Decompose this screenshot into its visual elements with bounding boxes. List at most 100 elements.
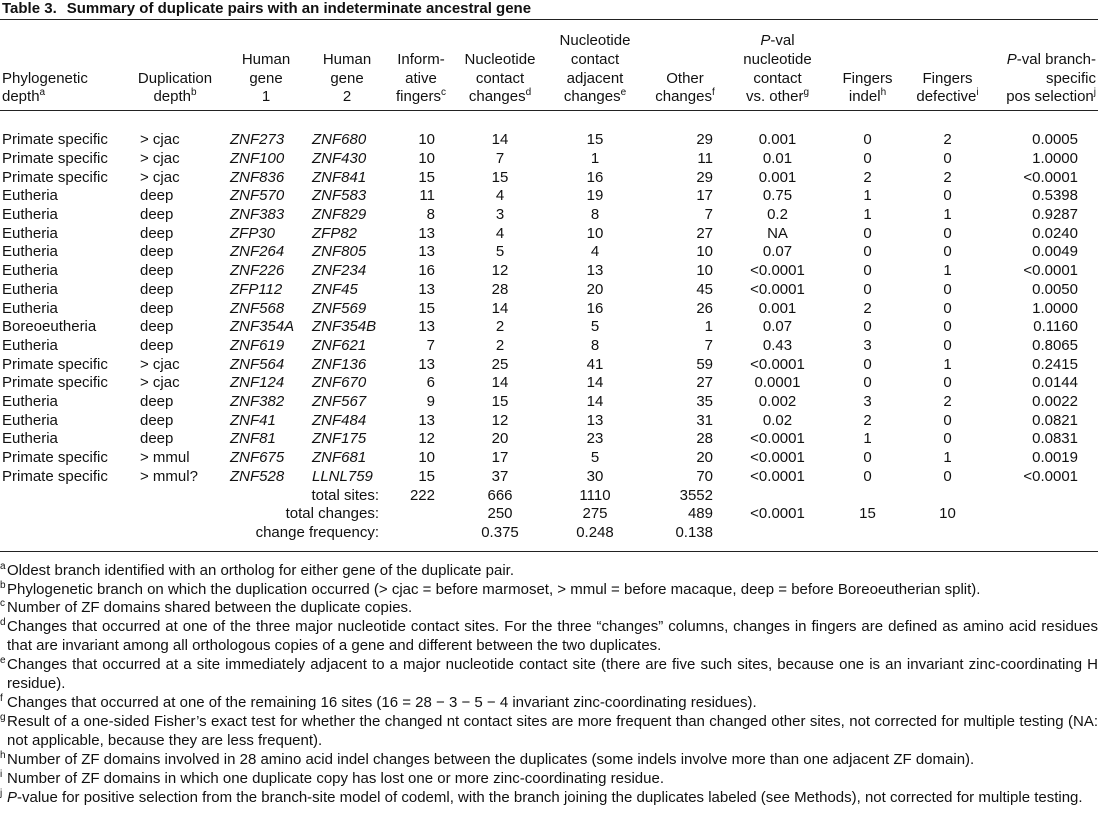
table-cell: 13 <box>586 411 604 429</box>
table-cell: 45 <box>696 280 713 298</box>
table-cell: 15 <box>491 168 509 186</box>
header-line: pos selectionj <box>990 88 1096 107</box>
table-row: Eutheria deep ZNF570 ZNF583 11 4 19 17 0.75 1 0 0.5… <box>0 187 1098 206</box>
table-cell: LLNL759 <box>312 467 373 485</box>
footnotes: a Oldest branch identified with an orthol… <box>0 552 1098 808</box>
header-line: specific <box>990 70 1096 89</box>
summary-cell <box>990 505 1098 524</box>
summary-cell: 10 <box>939 505 956 523</box>
table-cell: 0.0019 <box>1032 449 1078 467</box>
table-cell: <0.0001 <box>750 280 805 298</box>
title-text: Summary of duplicate pairs with an indet… <box>66 0 532 17</box>
header-text: ative <box>405 69 437 87</box>
summary-cell <box>990 487 1098 506</box>
table-cell: ZNF570 <box>230 187 285 205</box>
table-cell: 0 <box>943 187 952 205</box>
table-cell: 7 <box>495 149 505 167</box>
table-cell: ZNF124 <box>230 374 285 392</box>
table-cell: 0 <box>943 318 952 336</box>
table-cell: ZNF841 <box>312 168 367 186</box>
table-cell: 8 <box>590 336 600 354</box>
table-cell: 10 <box>696 243 713 261</box>
header-line: Nucleotide <box>545 32 645 51</box>
table-cell: 29 <box>696 168 713 186</box>
header-line: changese <box>545 88 645 107</box>
table-cell: 3 <box>863 393 872 411</box>
table-cell: ZNF569 <box>312 299 367 317</box>
table-row: Primate specific > cjac ZNF273 ZNF680 10 14 15… <box>0 111 1098 150</box>
column-header: Inform-ative fingersc <box>387 20 455 112</box>
table-cell: 0.43 <box>762 336 793 354</box>
header-text: Fingers <box>922 69 973 87</box>
summary-cell: 489 <box>687 505 713 523</box>
header-line: contact <box>725 70 830 89</box>
table-cell: <0.0001 <box>750 430 805 448</box>
table-cell: 2 <box>863 168 872 186</box>
footnote-text: Number of ZF domains in which one duplic… <box>7 769 664 787</box>
table-cell: 16 <box>418 262 435 280</box>
table-cell: ZNF430 <box>312 149 367 167</box>
header-text: changes <box>563 88 621 106</box>
header-row: Phylogenetic deptha Duplication depthb Human… <box>0 20 1098 112</box>
table-cell: Eutheria <box>2 262 58 280</box>
header-line: Human <box>225 51 307 70</box>
header-text: contact <box>753 69 802 87</box>
header-line: Phylogenetic <box>2 70 125 89</box>
table-cell: ZNF568 <box>230 299 285 317</box>
table-row: Eutheria deep ZNF382 ZNF567 9 15 14 35 0.002 3 2 0.… <box>0 393 1098 412</box>
table-cell: 15 <box>418 168 435 186</box>
header-line: fingersc <box>387 88 455 107</box>
table-cell: Primate specific <box>2 449 108 467</box>
table-cell: > cjac <box>140 168 180 186</box>
table-cell: 5 <box>495 243 505 261</box>
summary-cell <box>905 523 990 552</box>
table-cell: 1 <box>863 430 872 448</box>
summary-cell <box>387 505 455 524</box>
column-header: Fingers defectivei <box>905 20 990 112</box>
table-cell: ZNF836 <box>230 168 285 186</box>
table-cell: 0.8065 <box>1032 336 1078 354</box>
table-cell: 70 <box>696 467 713 485</box>
table-cell: 0 <box>863 243 872 261</box>
table-cell: 28 <box>696 430 713 448</box>
column-header: Nucleotide contact adjacent changese <box>545 20 645 112</box>
table-cell: 1 <box>943 449 952 467</box>
table-cell: Eutheria <box>2 243 58 261</box>
table-cell: Eutheria <box>2 299 58 317</box>
table-cell: 2 <box>495 336 505 354</box>
header-text: fingers <box>395 88 442 106</box>
summary-cell: 0.375 <box>455 523 545 552</box>
table-cell: deep <box>140 336 174 354</box>
footnote-mark: j <box>1093 87 1096 99</box>
table-row: Eutheria deep ZFP30 ZFP82 13 4 10 27 NA 0 0 0.0240 <box>0 225 1098 244</box>
header-text: depth <box>2 88 40 106</box>
table-row: Primate specific > cjac ZNF564 ZNF136 13 25 41… <box>0 356 1098 375</box>
header-line: defectivei <box>905 88 990 107</box>
table-cell: 0.0049 <box>1032 243 1078 261</box>
table-cell: 0.5398 <box>1032 187 1078 205</box>
footnote-text: Oldest branch identified with an ortholo… <box>7 561 514 579</box>
table-cell: <0.0001 <box>750 355 805 373</box>
table-cell: 35 <box>696 393 713 411</box>
footnote-mark: a <box>39 87 46 99</box>
table-cell: 0 <box>863 449 872 467</box>
header-line: Inform- <box>387 51 455 70</box>
table-cell: 3 <box>495 206 505 223</box>
table-cell: 20 <box>491 430 509 448</box>
footnote: d Changes that occurred at one of the thr… <box>0 617 1098 655</box>
table-cell: 0.0240 <box>1032 224 1078 242</box>
table-cell: 0.0005 <box>1032 131 1078 149</box>
header-text: Fingers <box>842 69 893 87</box>
table-cell: Primate specific <box>2 149 108 167</box>
header-line: contact <box>545 51 645 70</box>
table-cell: Primate specific <box>2 467 108 485</box>
table-cell: 10 <box>696 262 713 280</box>
table-cell: 1 <box>704 318 713 336</box>
table-cell: 27 <box>696 224 713 242</box>
table-cell: deep <box>140 299 174 317</box>
column-header: P-val branch-specific pos selectionj <box>990 20 1098 112</box>
header-text: 1 <box>261 88 271 106</box>
table-cell: ZNF675 <box>230 449 285 467</box>
table-cell: 12 <box>491 411 509 429</box>
header-text: specific <box>1045 69 1096 87</box>
